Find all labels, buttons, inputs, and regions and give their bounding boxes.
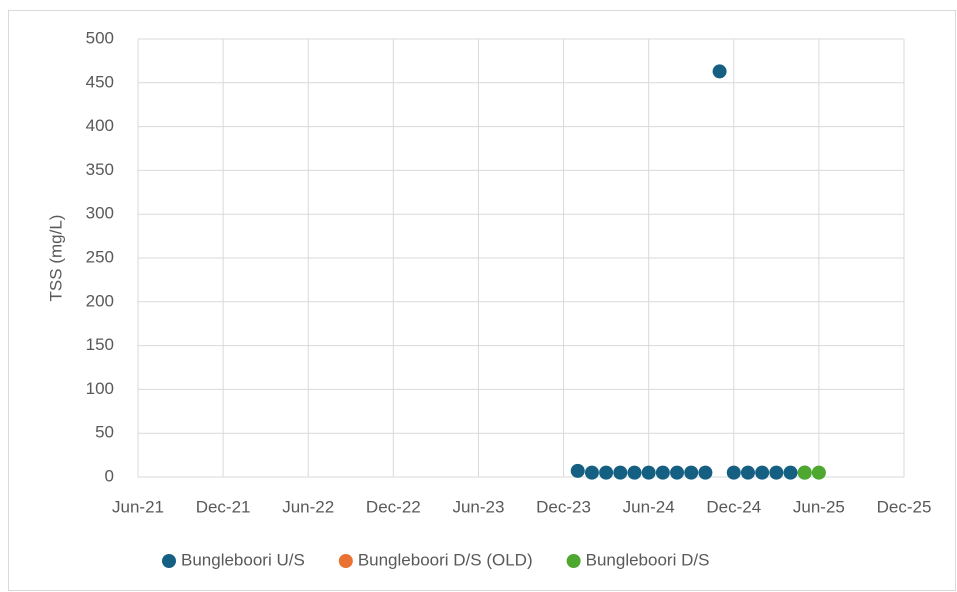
data-point bbox=[797, 465, 812, 480]
y-axis-label: TSS (mg/L) bbox=[46, 215, 65, 302]
y-tick-label: 0 bbox=[105, 466, 114, 485]
legend-label: Bungleboori D/S (OLD) bbox=[358, 550, 533, 569]
y-tick-label: 250 bbox=[86, 247, 114, 266]
x-tick-label: Jun-22 bbox=[282, 497, 334, 516]
x-tick-label: Jun-25 bbox=[793, 497, 845, 516]
x-tick-label: Dec-21 bbox=[196, 497, 251, 516]
data-point bbox=[726, 465, 741, 480]
y-tick-label: 150 bbox=[86, 335, 114, 354]
data-point bbox=[570, 463, 585, 478]
data-point bbox=[769, 465, 784, 480]
data-point bbox=[599, 465, 614, 480]
y-tick-label: 400 bbox=[86, 116, 114, 135]
data-point bbox=[655, 465, 670, 480]
x-tick-label: Jun-23 bbox=[452, 497, 504, 516]
y-tick-label: 300 bbox=[86, 204, 114, 223]
x-tick-label: Dec-23 bbox=[536, 497, 591, 516]
data-point bbox=[755, 465, 770, 480]
x-tick-label: Jun-21 bbox=[112, 497, 164, 516]
data-point bbox=[584, 465, 599, 480]
x-tick-label: Dec-24 bbox=[706, 497, 761, 516]
data-point bbox=[712, 64, 727, 79]
legend-marker bbox=[566, 554, 581, 568]
legend-marker bbox=[338, 554, 353, 568]
y-tick-label: 100 bbox=[86, 379, 114, 398]
data-point bbox=[684, 465, 699, 480]
y-tick-label: 350 bbox=[86, 160, 114, 179]
data-point bbox=[783, 465, 798, 480]
data-point bbox=[698, 465, 713, 480]
data-point bbox=[670, 465, 685, 480]
legend-label: Bungleboori U/S bbox=[181, 550, 305, 569]
data-point bbox=[811, 465, 826, 480]
data-point bbox=[627, 465, 642, 480]
legend-label: Bungleboori D/S bbox=[586, 550, 710, 569]
y-tick-label: 50 bbox=[95, 423, 114, 442]
y-tick-label: 500 bbox=[86, 28, 114, 47]
data-point bbox=[613, 465, 628, 480]
data-point bbox=[641, 465, 656, 480]
legend-marker bbox=[162, 554, 176, 568]
x-tick-label: Dec-25 bbox=[877, 497, 932, 516]
chart-frame bbox=[8, 10, 956, 591]
data-point bbox=[740, 465, 755, 480]
x-tick-label: Jun-24 bbox=[623, 497, 675, 516]
y-tick-label: 200 bbox=[86, 291, 114, 310]
y-tick-label: 450 bbox=[86, 72, 114, 91]
x-tick-label: Dec-22 bbox=[366, 497, 421, 516]
